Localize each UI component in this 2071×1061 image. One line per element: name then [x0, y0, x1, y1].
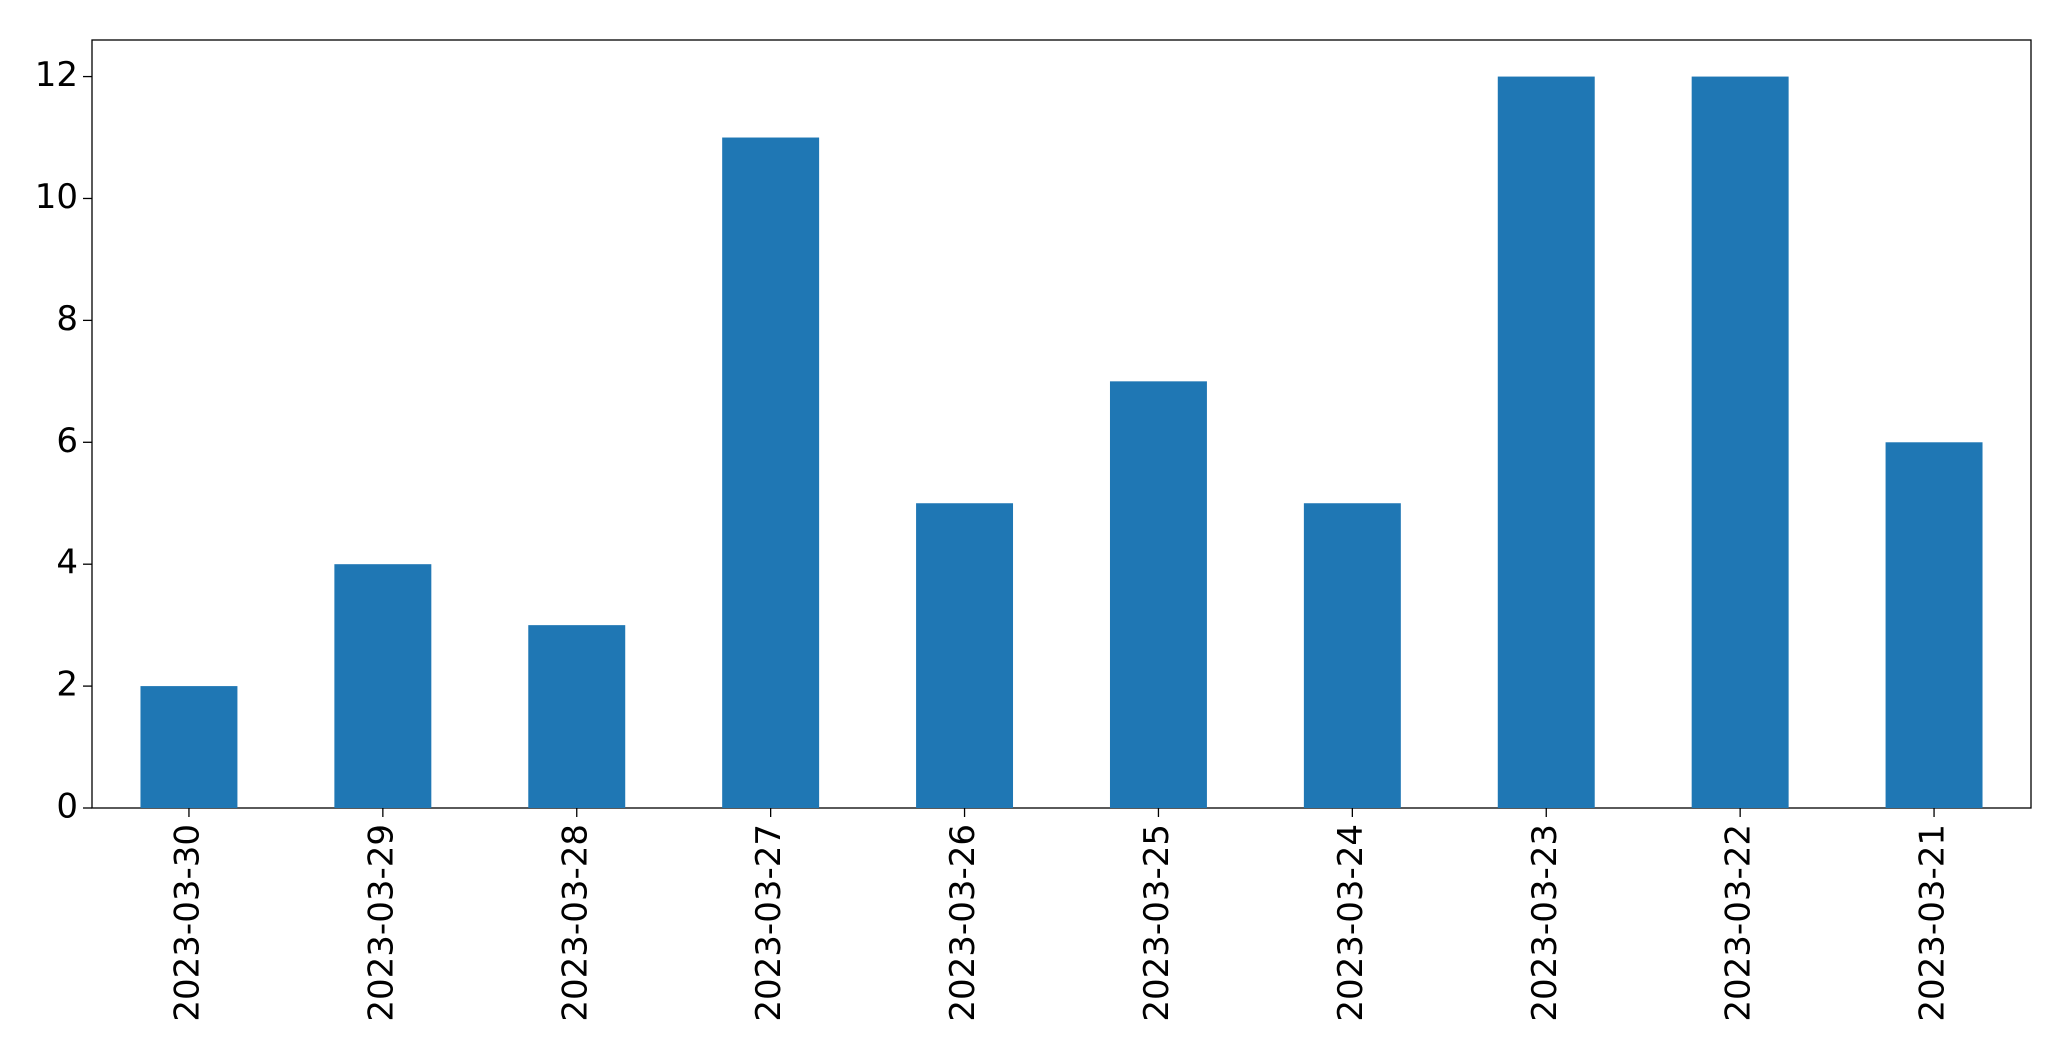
bar [140, 686, 238, 808]
x-tick-label: 2023-03-25 [1137, 824, 1177, 1022]
x-tick-label: 2023-03-30 [167, 824, 207, 1022]
plot-frame [91, 39, 2032, 809]
y-tick-label: 10 [35, 177, 78, 217]
bar [1497, 76, 1595, 809]
y-tick-label: 0 [56, 787, 78, 827]
y-tick-label: 12 [35, 55, 78, 95]
bar [1691, 76, 1789, 809]
x-tick-label: 2023-03-26 [943, 824, 983, 1022]
y-tick-label: 2 [56, 665, 78, 705]
bar [334, 564, 432, 808]
x-tick-label: 2023-03-21 [1913, 824, 1953, 1022]
y-tick-label: 6 [56, 421, 78, 461]
bar [722, 137, 820, 808]
x-tick-label: 2023-03-27 [749, 824, 789, 1022]
bar [916, 503, 1014, 808]
y-tick-label: 8 [56, 299, 78, 339]
bar [1885, 442, 1983, 808]
x-tick-label: 2023-03-23 [1525, 824, 1565, 1022]
x-tick-label: 2023-03-22 [1719, 824, 1759, 1022]
x-tick-label: 2023-03-29 [361, 824, 401, 1022]
y-tick-label: 4 [56, 543, 78, 583]
x-tick-label: 2023-03-28 [555, 824, 595, 1022]
bar [1303, 503, 1401, 808]
bar [1109, 381, 1207, 808]
bar [528, 625, 626, 808]
x-tick-label: 2023-03-24 [1331, 824, 1371, 1022]
